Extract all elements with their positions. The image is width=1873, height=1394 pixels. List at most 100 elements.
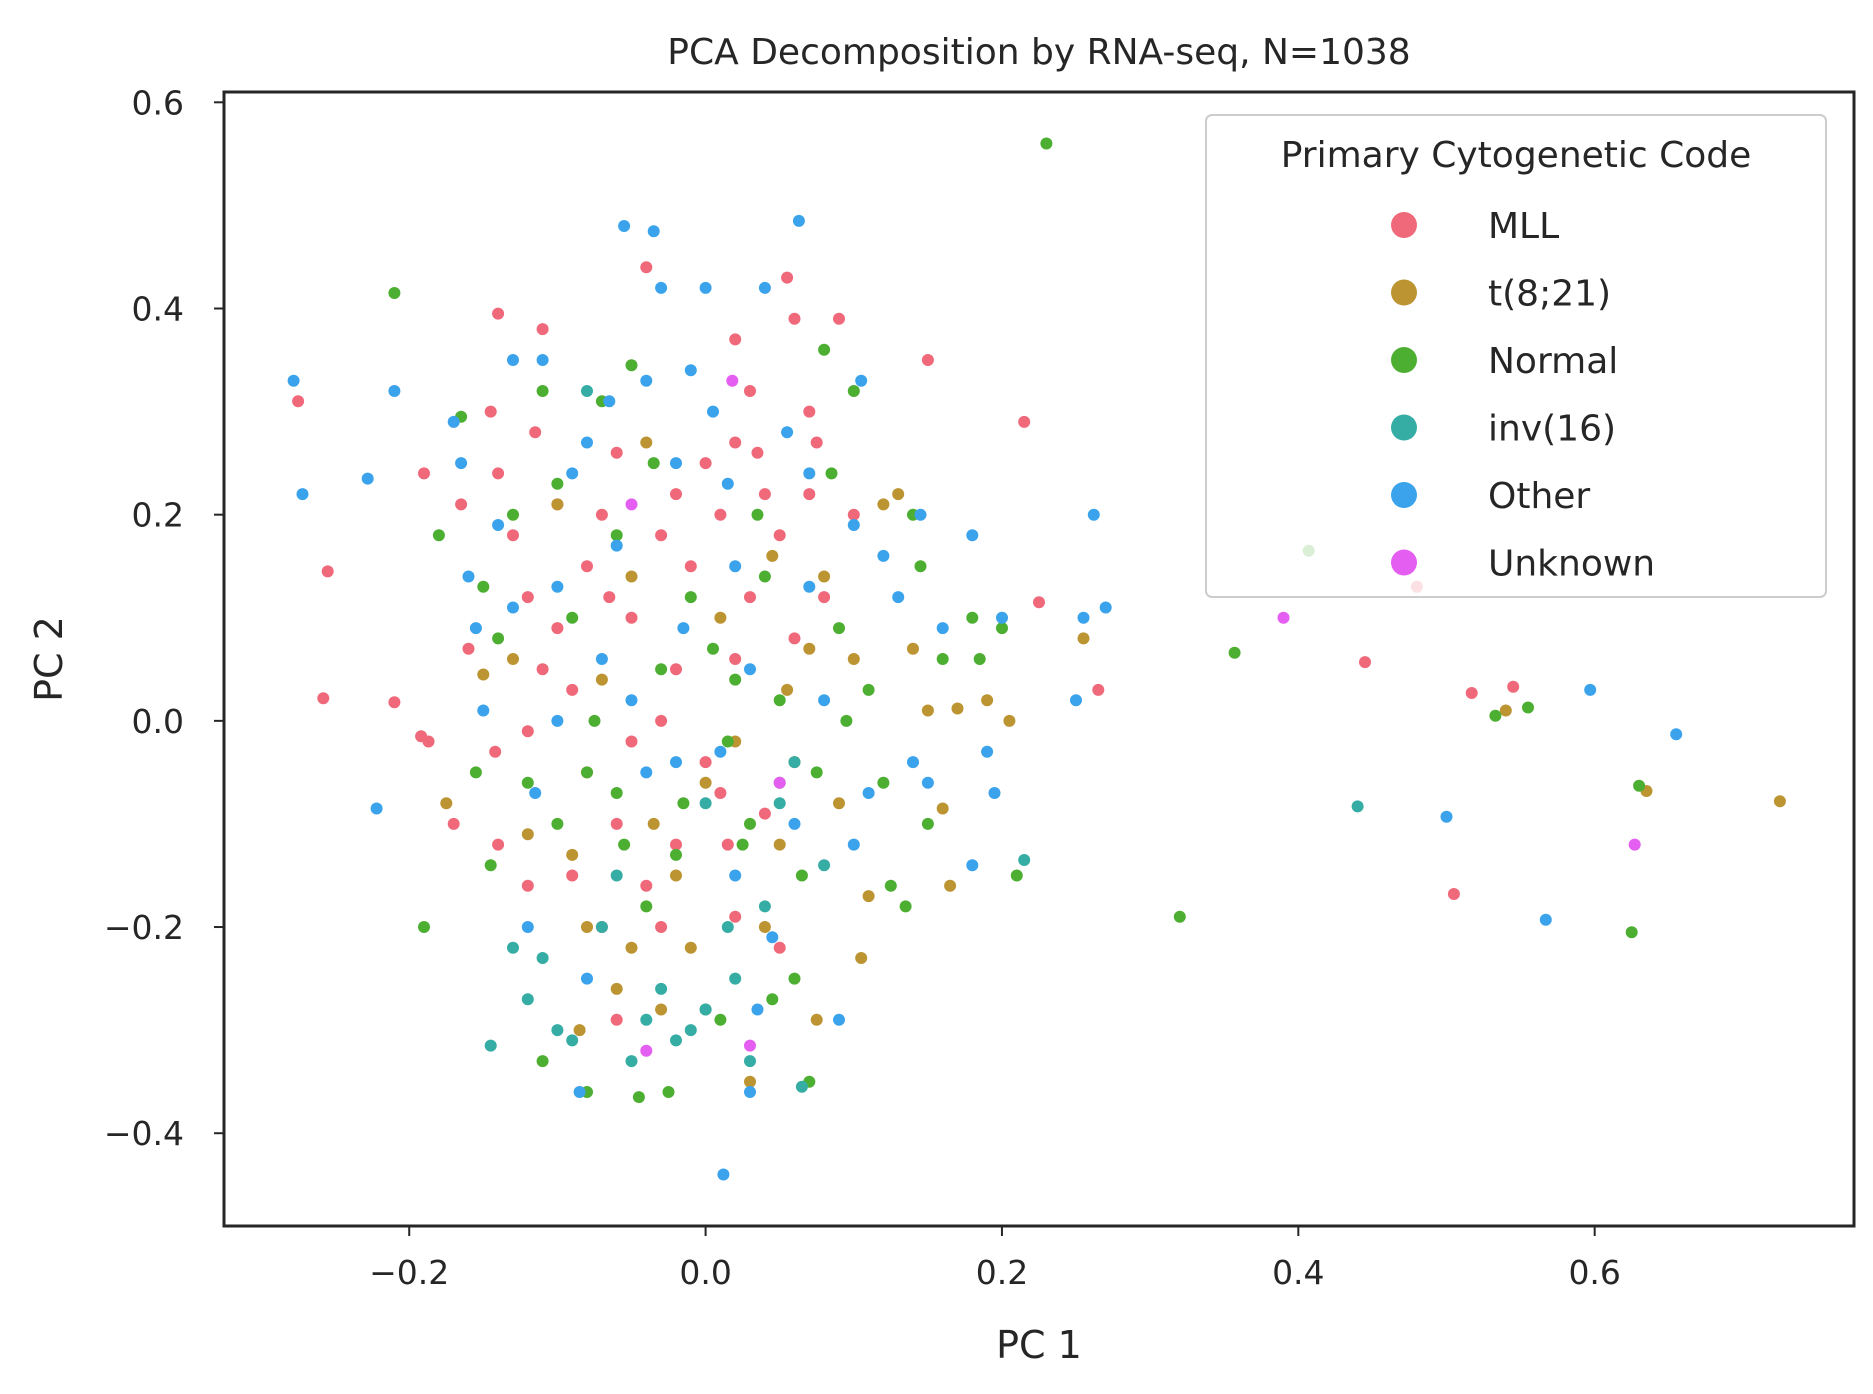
x-tick-label-2: 0.2 bbox=[976, 1253, 1028, 1292]
point-0-55 bbox=[758, 807, 771, 820]
point-0-32 bbox=[655, 921, 668, 933]
point-1-12 bbox=[714, 611, 727, 624]
point-0-39 bbox=[758, 488, 771, 501]
point-2-28 bbox=[818, 343, 831, 356]
point-2-39 bbox=[966, 611, 979, 624]
legend-marker-0 bbox=[1391, 212, 1417, 238]
point-0-24 bbox=[625, 611, 638, 624]
point-1-22 bbox=[855, 952, 868, 964]
point-2-60 bbox=[833, 622, 845, 635]
point-1-16 bbox=[773, 838, 786, 851]
point-1-14 bbox=[744, 1075, 756, 1088]
point-4-60 bbox=[788, 817, 801, 830]
x-tick-label-4: 0.6 bbox=[1568, 1253, 1620, 1292]
point-4-54 bbox=[1539, 913, 1552, 926]
point-3-8 bbox=[670, 1034, 682, 1047]
point-4-12 bbox=[521, 921, 534, 933]
x-axis-label: PC 1 bbox=[996, 1323, 1082, 1367]
point-0-33 bbox=[670, 838, 682, 851]
point-2-29 bbox=[825, 467, 838, 480]
point-0-65 bbox=[1507, 680, 1520, 693]
point-4-25 bbox=[699, 281, 712, 294]
point-1-43 bbox=[573, 1024, 586, 1037]
point-0-25 bbox=[640, 261, 653, 274]
point-3-16 bbox=[818, 859, 831, 872]
point-0-28 bbox=[625, 735, 638, 748]
point-0-58 bbox=[1018, 415, 1031, 428]
point-4-43 bbox=[936, 622, 949, 635]
point-0-17 bbox=[529, 426, 542, 439]
point-2-48 bbox=[1522, 701, 1534, 714]
point-0-61 bbox=[1359, 656, 1371, 669]
point-1-6 bbox=[610, 982, 623, 995]
point-2-26 bbox=[788, 972, 801, 985]
point-2-18 bbox=[670, 848, 682, 861]
point-1-4 bbox=[566, 848, 579, 861]
point-1-32 bbox=[1003, 714, 1016, 727]
point-0-8 bbox=[462, 642, 475, 655]
point-3-18 bbox=[699, 797, 712, 810]
point-0-37 bbox=[729, 333, 742, 346]
point-4-30 bbox=[744, 1086, 756, 1098]
point-1-21 bbox=[847, 653, 860, 665]
point-4-33 bbox=[792, 214, 805, 227]
point-1-20 bbox=[818, 570, 831, 583]
point-0-10 bbox=[492, 467, 505, 480]
point-3-14 bbox=[788, 756, 801, 769]
point-0-13 bbox=[521, 591, 534, 604]
legend-marker-4 bbox=[1391, 482, 1417, 508]
point-2-40 bbox=[973, 653, 986, 665]
point-2-31 bbox=[862, 683, 875, 696]
point-5-5 bbox=[1277, 611, 1290, 624]
point-4-8 bbox=[469, 622, 482, 635]
point-0-45 bbox=[833, 312, 845, 325]
point-4-5 bbox=[447, 415, 460, 428]
point-1-44 bbox=[781, 683, 794, 696]
y-axis: −0.4 −0.2 0.0 0.2 0.4 0.6 bbox=[104, 83, 224, 1153]
point-2-22 bbox=[729, 673, 742, 686]
point-2-19 bbox=[684, 591, 697, 604]
point-0-44 bbox=[810, 436, 823, 449]
point-5-0 bbox=[726, 374, 739, 387]
point-3-1 bbox=[521, 993, 534, 1006]
point-2-14 bbox=[610, 529, 623, 542]
point-0-38 bbox=[744, 385, 756, 397]
point-2-62 bbox=[588, 714, 601, 727]
point-2-71 bbox=[810, 766, 823, 779]
point-0-57 bbox=[921, 354, 934, 366]
point-1-2 bbox=[551, 498, 564, 511]
point-3-20 bbox=[610, 869, 623, 882]
point-1-3 bbox=[521, 828, 534, 841]
point-0-20 bbox=[521, 879, 534, 892]
legend: Primary Cytogenetic Code MLL t(8;21) Norma… bbox=[1205, 114, 1827, 598]
point-0-18 bbox=[447, 817, 460, 830]
point-2-66 bbox=[840, 714, 853, 727]
point-4-29 bbox=[729, 869, 742, 882]
point-3-17 bbox=[581, 385, 593, 397]
point-3-5 bbox=[595, 921, 608, 933]
point-2-33 bbox=[884, 879, 897, 892]
point-2-10 bbox=[551, 477, 564, 490]
point-2-51 bbox=[418, 921, 430, 933]
point-0-2 bbox=[317, 692, 330, 705]
point-4-58 bbox=[744, 663, 756, 676]
point-2-42 bbox=[1010, 869, 1023, 882]
legend-label-3: inv(16) bbox=[1488, 409, 1616, 450]
point-4-9 bbox=[477, 704, 490, 717]
point-4-49 bbox=[1070, 694, 1082, 707]
point-1-45 bbox=[647, 817, 660, 830]
point-1-23 bbox=[862, 890, 875, 903]
point-0-64 bbox=[1465, 687, 1478, 699]
point-1-25 bbox=[892, 488, 905, 501]
point-4-16 bbox=[573, 1086, 586, 1098]
y-axis-label: PC 2 bbox=[27, 616, 71, 702]
point-0-63 bbox=[1447, 888, 1460, 900]
point-2-5 bbox=[484, 859, 497, 872]
x-tick-label-1: 0.0 bbox=[679, 1253, 731, 1292]
point-4-21 bbox=[647, 225, 660, 238]
point-0-46 bbox=[847, 508, 860, 521]
point-2-45 bbox=[1228, 646, 1241, 659]
point-4-71 bbox=[529, 787, 542, 799]
y-tick-label-1: −0.2 bbox=[104, 908, 184, 947]
point-4-64 bbox=[862, 787, 875, 799]
